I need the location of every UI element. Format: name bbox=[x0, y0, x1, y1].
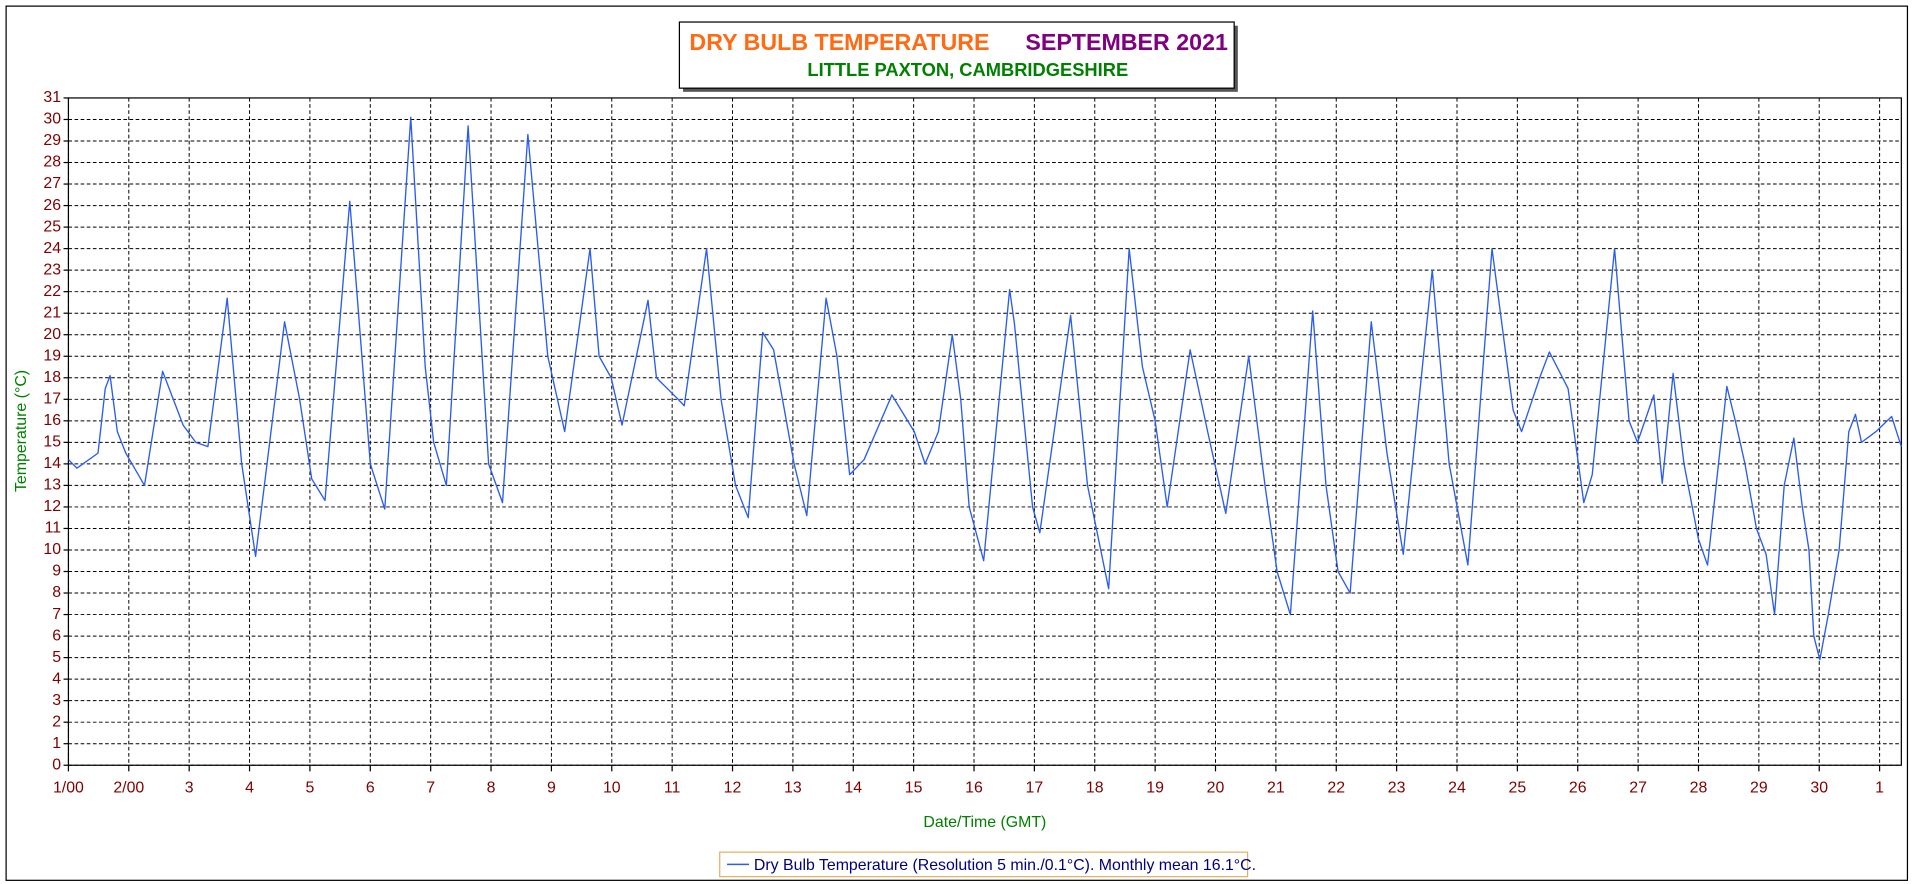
x-tick-label: 7 bbox=[426, 780, 435, 797]
x-tick-label: 24 bbox=[1448, 780, 1466, 797]
y-tick-label: 16 bbox=[43, 412, 61, 429]
y-tick-label: 27 bbox=[43, 175, 61, 192]
x-tick-label: 14 bbox=[844, 780, 862, 797]
y-tick-label: 20 bbox=[43, 326, 61, 343]
chart-title: DRY BULB TEMPERATURE bbox=[689, 29, 989, 55]
y-tick-label: 13 bbox=[43, 477, 61, 494]
x-tick-label: 17 bbox=[1026, 780, 1044, 797]
title-box bbox=[678, 21, 1235, 89]
x-tick-label: 6 bbox=[366, 780, 375, 797]
y-tick-label: 15 bbox=[43, 434, 61, 451]
y-tick-label: 25 bbox=[43, 218, 61, 235]
y-tick-label: 3 bbox=[52, 692, 61, 709]
x-tick-label: 1/00 bbox=[53, 780, 84, 797]
chart-period: SEPTEMBER 2021 bbox=[1025, 29, 1228, 55]
chart-subtitle: LITTLE PAXTON, CAMBRIDGESHIRE bbox=[807, 59, 1128, 80]
y-tick-label: 23 bbox=[43, 261, 61, 278]
x-tick-label: 26 bbox=[1569, 780, 1587, 797]
y-tick-label: 4 bbox=[52, 670, 61, 687]
y-tick-label: 19 bbox=[43, 347, 61, 364]
y-tick-label: 0 bbox=[52, 756, 61, 773]
x-axis-title: Date/Time (GMT) bbox=[923, 814, 1046, 831]
y-tick-label: 17 bbox=[43, 390, 61, 407]
x-tick-label: 28 bbox=[1690, 780, 1708, 797]
y-tick-label: 29 bbox=[43, 132, 61, 149]
x-tick-label: 13 bbox=[784, 780, 802, 797]
y-tick-label: 5 bbox=[52, 649, 61, 666]
y-tick-label: 8 bbox=[52, 584, 61, 601]
y-tick-label: 12 bbox=[43, 498, 61, 515]
y-axis-title: Temperature (°C) bbox=[13, 370, 30, 492]
x-tick-label: 15 bbox=[905, 780, 923, 797]
x-tick-label: 22 bbox=[1327, 780, 1345, 797]
x-tick-label: 19 bbox=[1146, 780, 1164, 797]
legend-label: Dry Bulb Temperature (Resolution 5 min./… bbox=[754, 857, 1256, 874]
legend-box bbox=[719, 851, 1249, 878]
y-tick-label: 1 bbox=[52, 735, 61, 752]
x-tick-label: 27 bbox=[1629, 780, 1647, 797]
x-tick-label: 12 bbox=[724, 780, 742, 797]
x-tick-label: 21 bbox=[1267, 780, 1285, 797]
y-tick-label: 2 bbox=[52, 713, 61, 730]
y-tick-label: 26 bbox=[43, 197, 61, 214]
x-tick-label: 29 bbox=[1750, 780, 1768, 797]
x-tick-label: 25 bbox=[1509, 780, 1527, 797]
y-tick-label: 14 bbox=[43, 455, 61, 472]
x-tick-label: 11 bbox=[664, 780, 681, 797]
x-tick-label: 4 bbox=[245, 780, 254, 797]
x-tick-label: 3 bbox=[185, 780, 194, 797]
y-tick-label: 21 bbox=[43, 304, 61, 321]
y-tick-label: 22 bbox=[43, 283, 61, 300]
y-tick-label: 10 bbox=[43, 541, 61, 558]
x-tick-label: 8 bbox=[487, 780, 496, 797]
x-tick-label: 18 bbox=[1086, 780, 1104, 797]
y-tick-label: 18 bbox=[43, 369, 61, 386]
x-tick-label: 2/00 bbox=[113, 780, 144, 797]
x-tick-label: 9 bbox=[547, 780, 556, 797]
x-tick-label: 10 bbox=[603, 780, 621, 797]
y-tick-label: 7 bbox=[52, 606, 61, 623]
y-tick-label: 11 bbox=[45, 520, 62, 537]
y-tick-label: 6 bbox=[52, 627, 61, 644]
y-tick-label: 9 bbox=[52, 563, 61, 580]
frame bbox=[5, 5, 1909, 881]
y-tick-label: 24 bbox=[43, 240, 61, 257]
y-tick-label: 28 bbox=[43, 154, 61, 171]
x-tick-label: 5 bbox=[306, 780, 315, 797]
y-tick-label: 30 bbox=[43, 111, 61, 128]
x-tick-label: 16 bbox=[965, 780, 983, 797]
plot-area bbox=[67, 97, 1902, 766]
y-tick-label: 31 bbox=[43, 89, 61, 106]
x-tick-label: 20 bbox=[1207, 780, 1225, 797]
x-tick-label: 23 bbox=[1388, 780, 1406, 797]
x-tick-label: 1 bbox=[1875, 780, 1884, 797]
data-line bbox=[67, 116, 1902, 661]
x-tick-label: 30 bbox=[1810, 780, 1828, 797]
